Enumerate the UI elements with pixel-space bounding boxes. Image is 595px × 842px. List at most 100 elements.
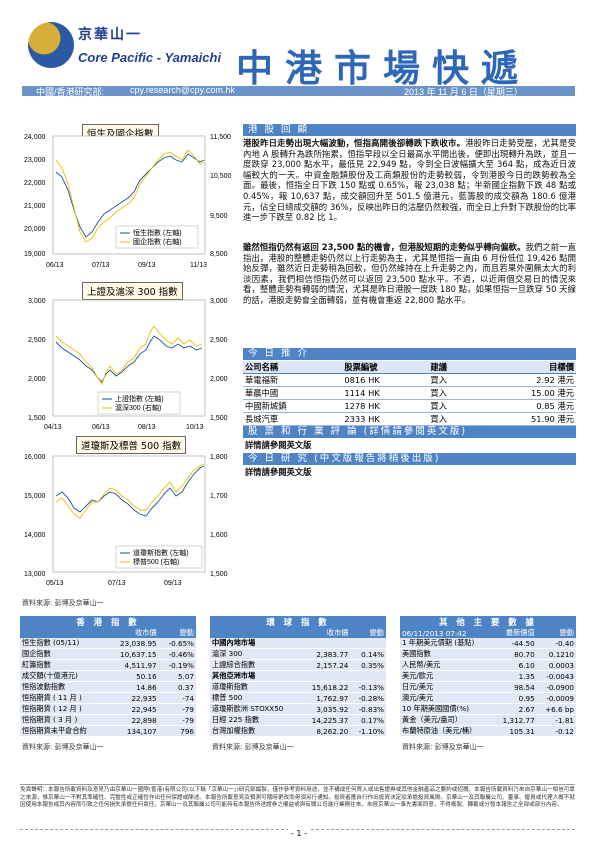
tick-label: 1,500 bbox=[210, 415, 228, 422]
tick-label: 9,500 bbox=[210, 213, 228, 220]
legend-item: 滬深300 (右軸) bbox=[115, 403, 161, 412]
series-hsi-line bbox=[55, 153, 205, 238]
tick-label: 21,000 bbox=[24, 203, 46, 210]
row-label: 恒指期貨 ( 3 月 ) bbox=[20, 714, 108, 727]
hk-indices-table: 香 港 指 數 收市價 變動 恒生指數 (05/11) 23,038.95 -0.65… bbox=[20, 616, 196, 738]
tick-label: 06/13 bbox=[92, 424, 110, 431]
stock-commentary-note: 詳情請參閱英文版 bbox=[245, 440, 312, 450]
row-label: 標普 500 bbox=[210, 692, 302, 705]
row-label: 布蘭特原油（美元/桶） bbox=[400, 725, 494, 738]
global-indices-title: 環 球 指 數 bbox=[210, 616, 386, 628]
cell-value: -79 bbox=[158, 714, 196, 727]
row-label: 成交額(十億港元) bbox=[20, 670, 108, 683]
cell-value: 6.10 bbox=[493, 659, 537, 672]
cell-value: 2,157.24 bbox=[301, 659, 351, 672]
tick-label: 1,700 bbox=[210, 493, 228, 500]
cell-value: 0.37 bbox=[158, 681, 196, 694]
cell-value: -0.19% bbox=[158, 659, 196, 672]
cell-value: 14,225.37 bbox=[301, 714, 351, 727]
tick-label: 04/13 bbox=[44, 424, 62, 431]
page-number: - 1 - bbox=[288, 829, 310, 838]
cell-value bbox=[350, 638, 386, 650]
research-note: 詳情請參閱英文版 bbox=[245, 467, 312, 477]
chart3-x-ticks: 05/13 07/13 09/13 bbox=[46, 580, 182, 587]
company-logo-icon bbox=[28, 22, 74, 68]
research-dept: 中國/香港研究部: bbox=[36, 87, 105, 97]
table-header-row: 收市價 變動 bbox=[20, 628, 196, 638]
series-csi300-line bbox=[55, 325, 203, 386]
chart-hsi-hscei: 24,000 23,000 22,000 21,000 20,000 19,00… bbox=[24, 134, 232, 269]
cell-value: -0.13% bbox=[350, 681, 386, 694]
cell-value: -0.0009 bbox=[536, 692, 576, 705]
company-name-en: Core Pacific - Yamaichi bbox=[78, 50, 222, 65]
tick-label: 2,500 bbox=[210, 337, 228, 344]
table-row: 國企指數 10,637.15 -0.46% bbox=[20, 648, 196, 661]
tick-label: 10/13 bbox=[186, 424, 204, 431]
chart-shcomp-csi300-title: 上證及滬深 300 指數 bbox=[82, 282, 183, 300]
cell-value: 23,038.95 bbox=[107, 638, 159, 650]
report-header: 京華山一 Core Pacific - Yamaichi 中港市場快遞 中國/香… bbox=[0, 0, 595, 97]
table-row: 恒指期貨 ( 12 月 ) 22,945 -79 bbox=[20, 703, 196, 716]
tick-label: 2,000 bbox=[210, 376, 228, 383]
tick-label: 3,000 bbox=[28, 298, 46, 305]
row-label: 澳元/美元 bbox=[400, 692, 494, 705]
row-label: 台灣加權指數 bbox=[210, 725, 302, 738]
tick-label: 06/13 bbox=[46, 262, 64, 269]
cell-value: 80.70 bbox=[493, 648, 537, 661]
cell-value: 22,898 bbox=[107, 714, 159, 727]
series-dji-line bbox=[55, 465, 205, 517]
row-label: 上證綜合指數 bbox=[210, 659, 302, 672]
table-header-row: 公司名稱 股票編號 建議 目標價 bbox=[243, 361, 576, 374]
cell-value: 5.07 bbox=[158, 670, 196, 683]
disclaimer-text: 免責聲明：本報告所載資料及意見乃由京華山一國際(香港)有限公司(以下稱「京華山一… bbox=[20, 784, 575, 810]
row-label: 國企指數 bbox=[20, 648, 108, 661]
cell-value: -0.40 bbox=[536, 638, 576, 650]
tick-label: 3,000 bbox=[210, 298, 228, 305]
cell-value: 22,935 bbox=[107, 692, 159, 705]
cell-value: 2,383.77 bbox=[301, 648, 351, 661]
row-label: 黃金（美元/盎司） bbox=[400, 714, 494, 727]
legend-item: 恒生指數 (左軸) bbox=[133, 228, 182, 237]
tick-label: 24,000 bbox=[24, 134, 46, 141]
tick-label: 2,000 bbox=[28, 376, 46, 383]
column-header: 建議 bbox=[428, 361, 474, 374]
report-title: 中港市場快遞 bbox=[236, 46, 530, 90]
row-label: 恒指期貨未平倉合約 bbox=[20, 725, 108, 738]
cell-value: 0.95 bbox=[493, 692, 537, 705]
chart-source-note: 資料來源: 彭博及京華山一 bbox=[22, 599, 104, 607]
cell-value: 796 bbox=[158, 725, 196, 738]
tick-label: 23,000 bbox=[24, 157, 46, 164]
chart1-right-ticks: 11,500 10,500 9,500 8,500 bbox=[210, 134, 232, 258]
tick-label: 10,500 bbox=[210, 173, 232, 180]
cell-value: 0.1210 bbox=[536, 648, 576, 661]
contact-email[interactable]: cpy.research@cpy.com.hk bbox=[130, 85, 235, 95]
row-label: 日元/美元 bbox=[400, 681, 494, 694]
row-label: 日經 225 指數 bbox=[210, 714, 302, 727]
tick-label: 09/13 bbox=[164, 580, 182, 587]
row-label: 紅籌指數 bbox=[20, 659, 108, 672]
table-row: 澳元/美元 0.95 -0.0009 bbox=[400, 692, 576, 705]
cell-value: 0.14% bbox=[350, 648, 386, 661]
table-header-row: 收市價 變動 bbox=[210, 628, 386, 638]
tick-label: 1,800 bbox=[210, 454, 228, 461]
tick-label: 1,500 bbox=[210, 571, 228, 578]
chart-shcomp-csi300: 3,000 2,500 2,000 1,500 3,000 2,500 2,00… bbox=[28, 298, 228, 431]
table-row: 華晨中國 1114 HK 買入 15.00 港元 bbox=[243, 386, 576, 400]
row-label: 10 年期美國國債(%) bbox=[400, 703, 494, 716]
table-row: 美國指數 80.70 0.1210 bbox=[400, 648, 576, 661]
recommendation-table: 公司名稱 股票編號 建議 目標價 華電福新 0816 HK 買入 2.92 港元 華晨… bbox=[243, 361, 576, 426]
tick-label: 1,500 bbox=[28, 415, 46, 422]
column-header: 公司名稱 bbox=[243, 361, 343, 374]
tick-label: 11/13 bbox=[190, 262, 207, 269]
tick-label: 20,000 bbox=[24, 226, 46, 233]
row-label: 美國指數 bbox=[400, 648, 494, 661]
table-row: 日經 225 指數 14,225.37 0.17% bbox=[210, 714, 386, 727]
cell-value: -1.81 bbox=[536, 714, 576, 727]
table-header-row: 06/11/2013 07:42 最新價值 變動 bbox=[400, 628, 576, 638]
column-header: 目標價 bbox=[473, 361, 576, 374]
stock-commentary-heading[interactable]: 股 票 和 行 業 評 論 (詳情請參閱英文版) bbox=[243, 426, 576, 438]
cell-value: 0.17% bbox=[350, 714, 386, 727]
series-shcomp-line bbox=[55, 335, 203, 383]
research-heading[interactable]: 今 日 研 究 (中文版報告將稍後出版) bbox=[243, 453, 576, 465]
cell-value: 105.31 bbox=[493, 725, 537, 738]
